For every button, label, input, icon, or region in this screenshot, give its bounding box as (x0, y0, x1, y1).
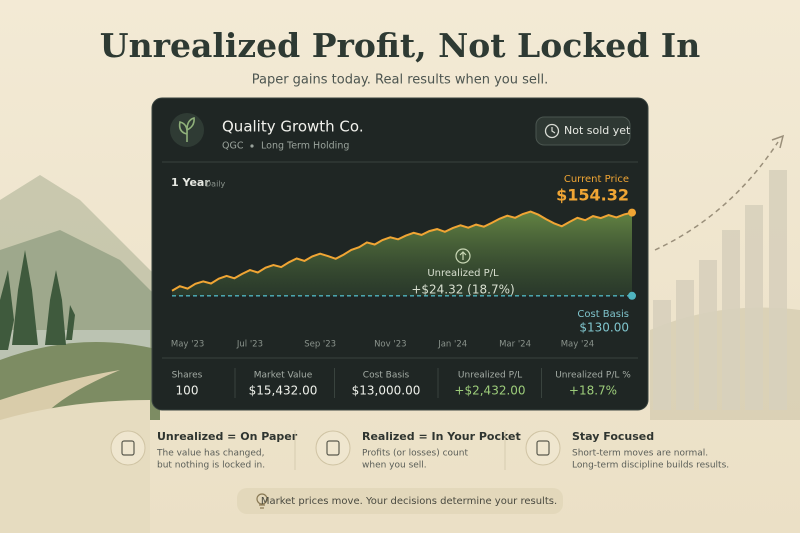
x-tick-label: Sep '23 (304, 340, 336, 350)
clock-icon (544, 123, 560, 139)
x-tick-label: Nov '23 (374, 340, 406, 350)
interval: Daily (205, 180, 226, 189)
pl-arrow (459, 251, 467, 260)
stat-label: Market Value (254, 371, 313, 381)
tip-glyph (536, 440, 550, 456)
tip-line: The value has changed, (156, 449, 265, 459)
tip-title: Stay Focused (572, 430, 654, 443)
annotation-text: +$24.32 (18.7%) (411, 283, 514, 297)
tip-glyph (121, 440, 135, 456)
cost-basis-price: $130.00 (579, 321, 629, 335)
stats: Shares 100 Market Value $15,432.00 Cost Basi… (172, 368, 631, 398)
tip-title: Realized = In Your Pocket (362, 430, 521, 443)
scenery (0, 134, 800, 533)
stat-label: Shares (172, 371, 203, 381)
tip-glyph (326, 440, 340, 456)
current-price-title: Current Price (564, 174, 629, 185)
stat-value: +18.7% (569, 384, 617, 398)
subtitle: Paper gains today. Real results when you… (252, 73, 549, 88)
tip-icon (525, 430, 561, 466)
tip-line: but nothing is locked in. (157, 461, 265, 471)
holding: Long Term Holding (261, 141, 349, 152)
current-price: $154.32 (556, 186, 629, 205)
company-name: Quality Growth Co. (222, 118, 364, 136)
tip-icon (110, 430, 146, 466)
range: 1 Year (171, 176, 210, 189)
stat-value: +$2,432.00 (454, 384, 525, 398)
x-tick-label: May '24 (561, 340, 594, 350)
status-badge[interactable] (535, 116, 631, 146)
stat-value: $13,000.00 (352, 384, 421, 398)
cost-basis-dot (628, 291, 636, 300)
stat-label: Unrealized P/L (458, 371, 522, 381)
badge-text: Not sold yet (564, 124, 631, 137)
current-dot (628, 208, 636, 217)
footer-text: Market prices move. Your decisions deter… (261, 496, 557, 507)
plot: May '23 Jul '23 Sep '23 Nov '23 Jan '24 Mar '… (171, 174, 636, 350)
stat-value: $15,432.00 (249, 384, 318, 398)
bulb-icon (256, 493, 268, 509)
tip-line: Profits (or losses) count (362, 449, 468, 459)
leaf-icon (178, 116, 195, 142)
tip-title: Unrealized = On Paper (157, 430, 298, 443)
x-tick-label: Mar '24 (499, 340, 531, 350)
annotation-title: Unrealized P/L (427, 268, 499, 279)
cost-basis-title: Cost Basis (577, 309, 629, 320)
pl-icon (455, 248, 471, 264)
tip-icon (315, 430, 351, 466)
stat-label: Unrealized P/L % (555, 371, 631, 381)
tip-line: Long-term discipline builds results. (572, 461, 729, 471)
separator (250, 144, 254, 148)
x-tick-label: Jul '23 (236, 340, 263, 350)
tip-line: Short-term moves are normal. (572, 449, 708, 459)
tips: Unrealized = On Paper The value has chang… (110, 430, 729, 471)
price-line (171, 210, 633, 292)
stat-value: 100 (176, 384, 199, 398)
footer-pill (237, 488, 563, 514)
stat-label: Cost Basis (363, 371, 410, 381)
x-tick-label: May '23 (171, 340, 204, 350)
clock-hands (551, 127, 556, 134)
tip-line: when you sell. (362, 461, 427, 471)
area (172, 211, 632, 296)
title: Unrealized Profit, Not Locked In (100, 26, 700, 65)
x-tick-label: Jan '24 (437, 340, 467, 350)
ticker: QGC (222, 141, 244, 152)
